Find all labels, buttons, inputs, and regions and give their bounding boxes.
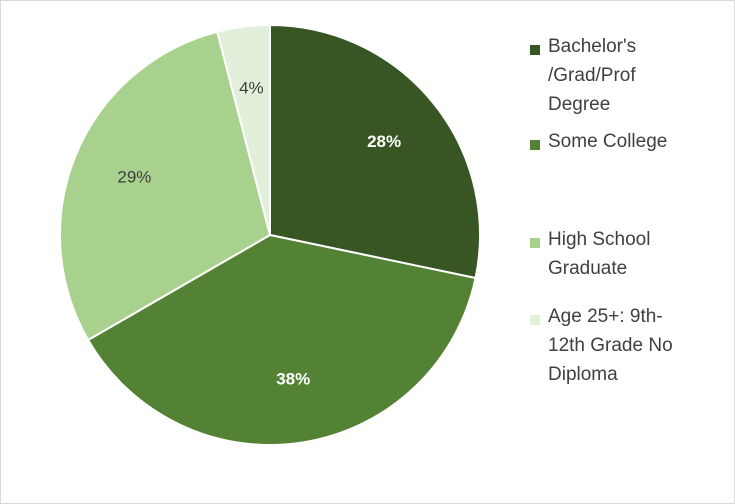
data-label: 29% [117,168,151,187]
data-label: 38% [276,370,310,389]
legend-label: High School Graduate [548,229,651,279]
legend-item: Some College [530,131,720,156]
legend-item: Bachelor's /Grad/Prof Degree [530,36,720,119]
legend-swatch [530,315,540,325]
legend-swatch [530,45,540,55]
legend-item: High School Graduate [530,229,720,283]
pie-slice [216,23,271,236]
pie-slice [86,233,477,446]
legend-label: Age 25+: 9th-12th Grade No Diploma [548,306,673,385]
data-label: 4% [239,79,264,98]
legend-swatch [530,140,540,150]
pie-slice [269,23,481,280]
legend-label: Bachelor's /Grad/Prof Degree [548,36,637,115]
pie-slice [59,30,272,342]
legend-label: Some College [548,131,668,152]
legend-item: Age 25+: 9th-12th Grade No Diploma [530,306,720,389]
data-label: 28% [367,132,401,151]
legend-swatch [530,238,540,248]
